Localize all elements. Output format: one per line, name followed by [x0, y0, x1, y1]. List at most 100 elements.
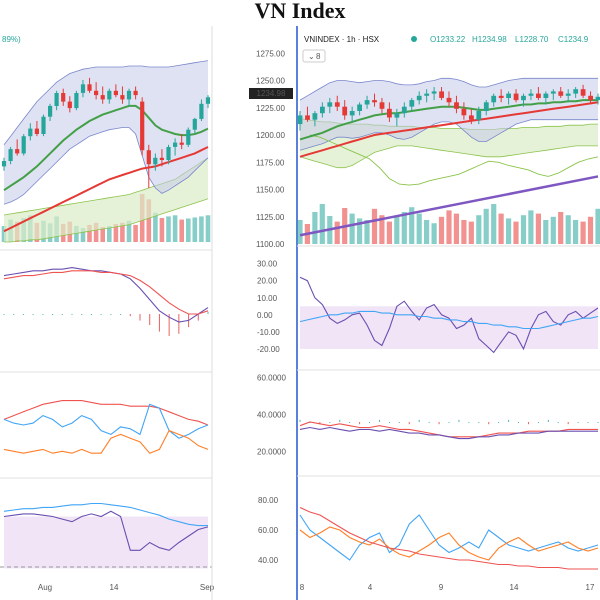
- right-dmi-pane[interactable]: [299, 419, 599, 440]
- indicator-count: 8: [316, 52, 321, 61]
- right-price-pane[interactable]: [297, 77, 600, 244]
- bollinger-band: [4, 60, 208, 205]
- price-axis: 1275.00 1250.00 1225.00 1200.00 1175.00 1150.…: [256, 49, 285, 249]
- left-x-tick-aug: Aug: [38, 583, 52, 592]
- volume-bar: [133, 224, 138, 242]
- candle-body: [469, 115, 474, 120]
- sma-green-line: [3, 104, 209, 192]
- y-tick-label: 30.00: [257, 260, 278, 269]
- volume-bar: [558, 212, 564, 244]
- histogram-bar: [100, 314, 102, 315]
- candle-body: [431, 91, 437, 94]
- indicator-series-line: [299, 426, 598, 440]
- indicator-series-line: [299, 276, 599, 354]
- candle-body: [186, 129, 191, 145]
- left-price-pane[interactable]: [1, 60, 211, 243]
- chevron-down-icon: ⌄: [308, 52, 315, 61]
- candle-body: [409, 100, 415, 107]
- histogram-bar: [178, 314, 180, 334]
- volume-bar: [107, 226, 112, 242]
- volume-bar: [159, 218, 165, 242]
- candle-body: [80, 84, 86, 93]
- volume-bar: [93, 222, 99, 242]
- candle-body: [320, 106, 325, 114]
- volume-bar: [520, 215, 527, 244]
- left-rsi-pane[interactable]: [3, 502, 209, 569]
- volume-bar: [461, 220, 467, 244]
- histogram-bar: [32, 314, 34, 315]
- left-x-tick-sep: Sep: [200, 583, 215, 592]
- candle-body: [74, 93, 79, 109]
- y-tick-label: 1125.00: [256, 213, 285, 222]
- histogram-bar: [168, 314, 170, 336]
- histogram-bar: [22, 314, 24, 315]
- right-legend-symbol[interactable]: VNINDEX · 1h · HSX: [304, 35, 380, 44]
- right-x-tick-4: 4: [368, 583, 373, 592]
- candle-body: [476, 111, 482, 120]
- histogram-bar: [527, 422, 529, 425]
- dmi-axis: 60.0000 40.0000 20.0000: [257, 374, 286, 457]
- volume-bar: [543, 220, 549, 244]
- y-tick-label: 1275.00: [256, 49, 285, 58]
- candle-body: [379, 102, 385, 109]
- volume-bar: [205, 215, 211, 242]
- volume-bar: [334, 221, 340, 244]
- candle-body: [312, 113, 318, 120]
- volume-bar: [357, 218, 363, 244]
- candle-body: [100, 95, 105, 100]
- histogram-bar: [458, 419, 460, 422]
- candle-body: [491, 95, 497, 103]
- y-tick-label: 80.00: [258, 496, 279, 505]
- volume-bar: [438, 216, 445, 244]
- volume-bar: [113, 223, 119, 242]
- candle-body: [424, 93, 430, 96]
- ichimoku-cloud: [4, 157, 208, 242]
- right-x-tick-9: 9: [439, 583, 444, 592]
- candle-body: [558, 91, 564, 96]
- histogram-bar: [207, 311, 209, 314]
- candle-body: [173, 142, 178, 147]
- candle-body: [461, 108, 467, 116]
- candle-body: [41, 116, 46, 134]
- volume-bar: [468, 221, 474, 244]
- page-title: VN Index: [254, 0, 346, 23]
- right-cci-pane[interactable]: [299, 276, 599, 354]
- left-macd-pane[interactable]: [3, 267, 209, 336]
- candle-body: [126, 90, 132, 100]
- right-stoch-rsi-pane[interactable]: [299, 506, 599, 570]
- volume-bar: [153, 212, 158, 242]
- histogram-bar: [557, 422, 559, 423]
- sma-red-line: [299, 101, 599, 158]
- volume-bar: [528, 210, 534, 244]
- volume-bar: [192, 217, 198, 242]
- indicator-series-line: [3, 502, 208, 527]
- volume-bar: [297, 220, 303, 244]
- volume-bar: [513, 221, 519, 244]
- right-legend-close: C1234.9: [558, 35, 589, 44]
- candle-body: [401, 106, 407, 114]
- middle-axis: 1234.98 1275.00 1250.00 1225.00 1200.00 1175…: [211, 26, 298, 600]
- volume-bar: [424, 220, 430, 244]
- indicator-toggle-button[interactable]: [302, 49, 326, 63]
- y-tick-label: 1100.00: [256, 240, 285, 249]
- histogram-bar: [110, 314, 112, 315]
- right-x-tick-start: 8: [300, 583, 305, 592]
- volume-bar: [483, 208, 489, 244]
- candle-body: [342, 106, 348, 116]
- histogram-bar: [90, 314, 92, 315]
- sma-red-line: [3, 146, 209, 233]
- histogram-bar: [158, 314, 160, 332]
- left-dmi-pane[interactable]: [3, 400, 209, 454]
- volume-bar: [506, 218, 512, 244]
- histogram-bar: [547, 419, 549, 422]
- histogram-bar: [3, 314, 5, 315]
- histogram-bar: [537, 422, 539, 423]
- candle-body: [1, 161, 7, 167]
- volume-bar: [453, 213, 459, 244]
- histogram-bar: [428, 422, 430, 423]
- histogram-bar: [369, 422, 371, 423]
- volume-bar: [416, 213, 422, 244]
- volume-bar: [166, 216, 171, 242]
- candle-body: [140, 101, 145, 151]
- candle-body: [543, 93, 549, 98]
